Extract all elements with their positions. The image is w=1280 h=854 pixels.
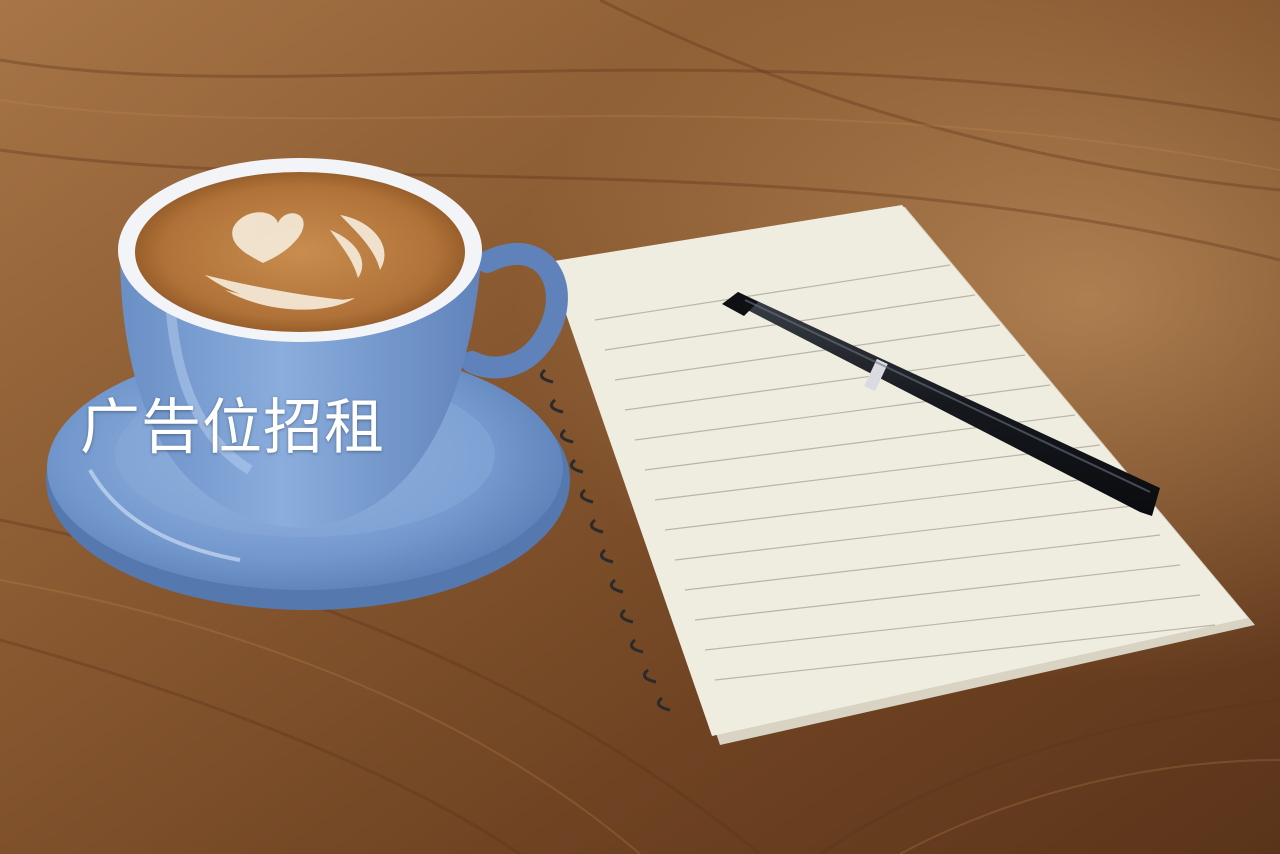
ad-banner-text: 广告位招租 — [80, 393, 385, 463]
coffee-cup-icon — [118, 158, 568, 528]
pen-icon — [722, 292, 1160, 516]
notebook-icon — [539, 205, 1255, 745]
